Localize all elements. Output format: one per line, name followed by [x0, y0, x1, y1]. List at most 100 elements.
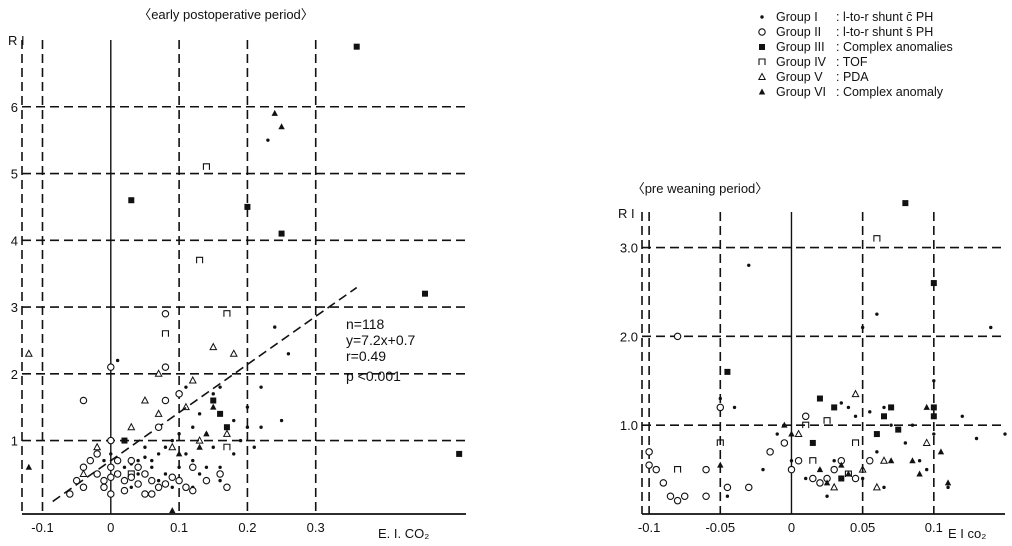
open-circle-marker — [809, 474, 817, 483]
data-point — [873, 235, 881, 242]
data-point — [161, 309, 170, 318]
data-point — [794, 456, 803, 465]
dot-marker — [1003, 432, 1007, 436]
data-point — [134, 463, 142, 472]
dot-marker — [204, 465, 209, 469]
dot-marker — [989, 325, 993, 330]
dot-marker — [860, 325, 865, 330]
filled-square-marker — [278, 230, 285, 237]
data-point — [666, 492, 675, 500]
legend-item: Group IV: TOF — [758, 55, 868, 69]
data-point — [825, 494, 829, 498]
data-points — [24, 43, 463, 514]
data-point — [723, 483, 732, 492]
data-point — [761, 467, 765, 472]
filled-square-marker — [888, 404, 895, 411]
filled-triangle-marker — [717, 461, 724, 468]
data-point — [809, 474, 817, 483]
dot-marker — [273, 325, 277, 329]
data-point — [266, 138, 270, 142]
annotation-r: r=0.49 — [346, 348, 386, 364]
dot-marker — [252, 445, 256, 449]
data-point — [217, 410, 224, 417]
n-marker — [223, 443, 231, 451]
filled-square-marker — [831, 404, 838, 411]
data-point — [716, 439, 724, 446]
data-point — [932, 379, 936, 383]
dot-marker — [211, 392, 215, 396]
data-point — [659, 479, 668, 487]
open-circle-marker — [134, 463, 142, 472]
data-point — [895, 426, 902, 433]
n-marker — [851, 439, 860, 446]
data-point — [93, 442, 102, 451]
data-point — [887, 457, 895, 464]
dot-marker — [903, 441, 908, 445]
data-point — [909, 457, 916, 464]
open-circle-marker — [801, 412, 810, 421]
open-circle-marker — [716, 403, 725, 412]
data-point — [645, 448, 653, 456]
data-point — [204, 465, 209, 469]
dot-marker — [875, 312, 879, 316]
data-point — [860, 325, 865, 330]
data-point — [930, 280, 937, 287]
legend-marker — [757, 72, 767, 80]
filled-square-marker — [809, 439, 816, 446]
data-point — [102, 458, 106, 463]
filled-square-marker — [816, 395, 823, 402]
dot-marker — [197, 472, 202, 476]
dot-marker — [925, 467, 929, 472]
data-point — [702, 492, 710, 500]
data-point — [223, 443, 231, 451]
open-circle-marker — [72, 476, 81, 485]
data-point — [252, 445, 256, 449]
data-point — [937, 448, 945, 455]
data-point — [161, 396, 170, 405]
legend-item: Group V: PDA — [757, 70, 869, 84]
open-triangle-marker — [24, 349, 33, 357]
dot-marker — [163, 472, 168, 476]
filled-triangle-marker — [781, 421, 788, 428]
filled-triangle-marker — [203, 430, 210, 437]
data-point — [189, 486, 197, 495]
chart-title: 〈early postoperative period〉 — [138, 7, 314, 22]
open-circle-marker — [766, 448, 774, 456]
data-point — [184, 385, 188, 389]
data-point — [113, 456, 122, 465]
filled-square-marker — [217, 410, 224, 417]
y-tick-label: 5 — [11, 167, 18, 182]
x-tick-label: 0 — [788, 520, 795, 535]
data-point — [923, 403, 930, 410]
data-point — [223, 483, 231, 492]
data-point — [210, 403, 217, 410]
x-tick-label: 0.2 — [238, 520, 256, 535]
data-point — [136, 472, 140, 476]
dot-marker — [960, 414, 964, 418]
open-circle-marker — [794, 456, 803, 465]
data-point — [184, 452, 188, 456]
data-point — [170, 438, 174, 443]
n-marker — [161, 330, 169, 337]
dot-marker — [177, 465, 181, 469]
data-point — [422, 290, 429, 297]
dot-marker — [882, 405, 886, 410]
open-triangle-marker — [154, 369, 163, 377]
open-circle-marker — [93, 450, 101, 458]
open-circle-marker — [66, 490, 74, 498]
n-marker — [809, 457, 817, 464]
open-triangle-marker — [188, 375, 197, 384]
data-point — [100, 476, 108, 485]
data-point — [353, 43, 360, 50]
data-point — [717, 461, 724, 468]
data-point — [902, 200, 909, 207]
data-point — [100, 483, 108, 492]
n-marker — [802, 421, 810, 429]
data-point — [888, 404, 895, 411]
data-point — [107, 436, 115, 445]
data-point — [218, 465, 222, 469]
filled-triangle-marker — [25, 463, 33, 470]
open-circle-marker — [127, 456, 136, 465]
data-point — [202, 163, 210, 170]
dot-marker — [747, 263, 751, 267]
